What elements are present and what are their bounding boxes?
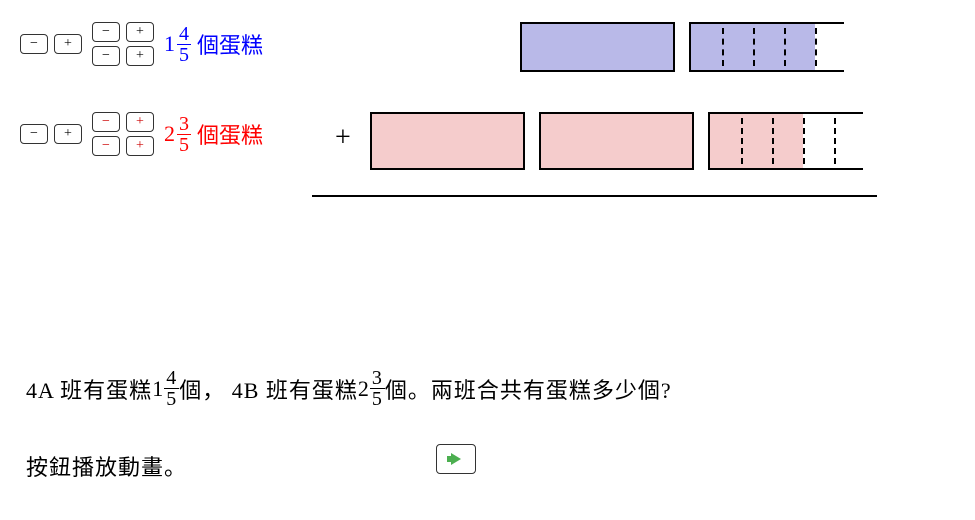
row2-fraction-buttons: − + − + — [92, 112, 154, 156]
row1-whole-minus-button[interactable]: − — [20, 34, 48, 54]
row1-numerator: 4 — [177, 24, 191, 45]
row2-whole-plus-button[interactable]: + — [54, 124, 82, 144]
row2-dash-3 — [803, 118, 805, 164]
problem-text: 4A 班有蛋糕 1 4 5 個， 4B 班有蛋糕 2 3 5 個。兩班合共有蛋糕… — [26, 368, 672, 409]
row2-controls: − + − + − + 2 3 5 個蛋糕 — [20, 112, 263, 156]
row1-num-minus-button[interactable]: − — [92, 22, 120, 42]
row2-whole-buttons: − + — [20, 124, 82, 144]
row1-fraction-buttons: − + − + — [92, 22, 154, 66]
row2-dash-2 — [772, 118, 774, 164]
row2-cake-full-2 — [539, 112, 694, 170]
row1-fraction-label: 1 4 5 個蛋糕 — [164, 24, 263, 65]
row1-cell-4 — [784, 24, 815, 70]
row1-suffix: 個蛋糕 — [197, 28, 263, 60]
row2-cell-3 — [772, 114, 803, 168]
row2-cake-full-1 — [370, 112, 525, 170]
row2-whole-value: 2 — [164, 121, 175, 147]
row1-controls: − + − + − + 1 4 5 個蛋糕 — [20, 22, 263, 66]
problem-part1: 4A 班有蛋糕 — [26, 373, 152, 405]
row2-dash-1 — [741, 118, 743, 164]
row1-whole-plus-button[interactable]: + — [54, 34, 82, 54]
row2-cakes — [370, 112, 863, 170]
problem-fraction-2: 2 3 5 — [358, 368, 385, 409]
row2-cake-partial — [708, 112, 863, 170]
row2-whole-minus-button[interactable]: − — [20, 124, 48, 144]
play-arrow-icon — [451, 453, 461, 465]
row2-dash-4 — [834, 118, 836, 164]
row1-den-minus-button[interactable]: − — [92, 46, 120, 66]
row2-cell-2 — [741, 114, 772, 168]
plus-sign: + — [335, 122, 351, 154]
row1-dash-2 — [753, 28, 755, 66]
instruction-label: 按鈕播放動畫。 — [26, 450, 187, 482]
row1-cake-full — [520, 22, 675, 72]
row1-denominator: 5 — [177, 45, 191, 65]
play-button[interactable] — [436, 444, 476, 474]
row1-fraction: 4 5 — [177, 24, 191, 65]
row1-whole-value: 1 — [164, 31, 175, 57]
row1-dash-1 — [722, 28, 724, 66]
problem-f2-whole: 2 — [358, 376, 370, 402]
row1-num-plus-button[interactable]: + — [126, 22, 154, 42]
problem-f1-den: 5 — [164, 389, 179, 409]
row2-denominator: 5 — [177, 135, 191, 155]
row2-fraction-label: 2 3 5 個蛋糕 — [164, 114, 263, 155]
instruction-text: 按鈕播放動畫。 — [26, 450, 187, 482]
problem-fraction-1: 1 4 5 — [152, 368, 179, 409]
problem-part3: 個。兩班合共有蛋糕多少個? — [385, 373, 672, 405]
row2-num-minus-button[interactable]: − — [92, 112, 120, 132]
addition-line — [312, 195, 877, 197]
row2-cell-5 — [834, 114, 865, 168]
row2-suffix: 個蛋糕 — [197, 118, 263, 150]
row1-cake-partial — [689, 22, 844, 72]
row2-numerator: 3 — [177, 114, 191, 135]
row2-num-plus-button[interactable]: + — [126, 112, 154, 132]
row1-cakes — [520, 22, 844, 72]
row1-dash-3 — [784, 28, 786, 66]
row2-den-plus-button[interactable]: + — [126, 136, 154, 156]
row1-den-plus-button[interactable]: + — [126, 46, 154, 66]
problem-f1-num: 4 — [164, 368, 179, 389]
row2-fraction: 3 5 — [177, 114, 191, 155]
row2-cell-1 — [710, 114, 741, 168]
row1-cell-5 — [815, 24, 846, 70]
problem-f1-whole: 1 — [152, 376, 164, 402]
row2-den-minus-button[interactable]: − — [92, 136, 120, 156]
row1-cell-2 — [722, 24, 753, 70]
row1-dash-4 — [815, 28, 817, 66]
row1-cell-3 — [753, 24, 784, 70]
row1-whole-buttons: − + — [20, 34, 82, 54]
problem-f2-num: 3 — [370, 368, 385, 389]
problem-part2: 個， 4B 班有蛋糕 — [179, 373, 358, 405]
row2-cell-4 — [803, 114, 834, 168]
row1-cell-1 — [691, 24, 722, 70]
problem-f2-den: 5 — [370, 389, 385, 409]
